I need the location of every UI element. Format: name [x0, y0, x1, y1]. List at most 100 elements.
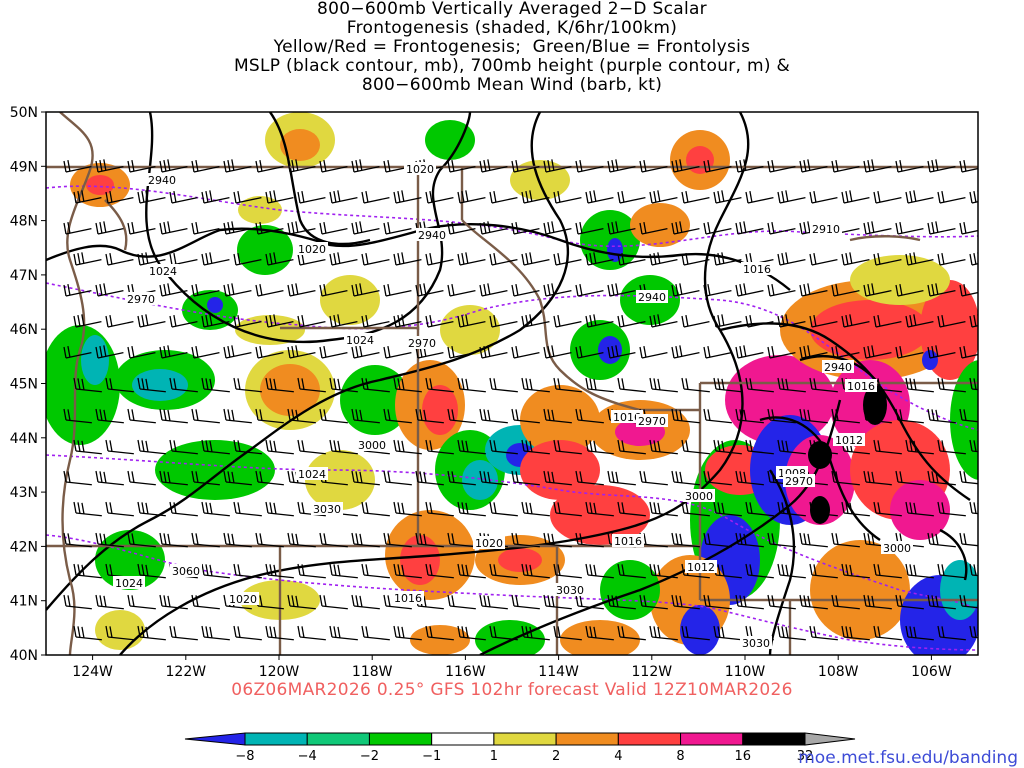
wind-barb	[511, 532, 540, 548]
wind-barb	[553, 191, 582, 204]
wind-barb	[521, 190, 550, 204]
colorbar-segment	[680, 732, 744, 746]
height-label: 2970	[408, 337, 436, 350]
wind-barb	[201, 501, 230, 517]
wind-barb	[415, 408, 444, 424]
mslp-label: 1024	[149, 265, 177, 278]
wind-barb	[425, 377, 454, 393]
wind-barb	[457, 252, 486, 266]
wind-barb	[159, 159, 188, 173]
wind-barb	[383, 532, 412, 548]
wind-barb	[927, 470, 956, 486]
wind-barb	[617, 439, 646, 455]
wind-barb	[489, 315, 518, 328]
wind-barb	[639, 594, 668, 610]
wind-barb	[383, 408, 412, 424]
colorbar-label: 1	[490, 749, 498, 764]
wind-barb	[137, 625, 166, 641]
wind-barb	[63, 222, 92, 235]
wind-barb	[521, 314, 550, 328]
wind-barb	[383, 222, 412, 235]
wind-barb	[521, 252, 550, 266]
wind-barb	[457, 190, 486, 204]
colorbar-label: −2	[360, 749, 379, 764]
wind-barb	[777, 563, 806, 579]
wind-barb	[447, 346, 476, 359]
wind-barb	[543, 594, 572, 610]
mslp-label: 1020	[229, 593, 257, 606]
wind-barb	[799, 408, 828, 424]
wind-barb	[543, 221, 572, 235]
wind-barb	[649, 439, 678, 455]
wind-barb	[159, 470, 188, 486]
wind-barb	[383, 284, 412, 297]
wind-barb	[703, 346, 732, 359]
title-line-4: MSLP (black contour, mb), 700mb height (…	[233, 56, 791, 76]
height-label: 2940	[824, 361, 852, 374]
wind-barb	[809, 563, 838, 579]
wind-barb	[191, 222, 220, 235]
wind-barb	[607, 345, 636, 359]
lat-label: 44N	[10, 431, 38, 447]
wind-barb	[489, 625, 518, 641]
wind-barb	[287, 159, 316, 173]
wind-barb	[137, 314, 166, 328]
wind-barb	[351, 470, 380, 486]
mslp-label: 1012	[835, 434, 863, 447]
wind-barb	[201, 314, 230, 328]
wind-barb	[265, 252, 294, 266]
wind-barb	[521, 563, 550, 579]
wind-barb	[969, 625, 978, 639]
wind-barb	[617, 563, 646, 579]
wind-barb	[959, 160, 978, 173]
wind-barb	[617, 625, 646, 641]
wind-barb	[511, 222, 540, 235]
height-label: 2940	[638, 291, 666, 304]
wind-barb	[575, 532, 604, 548]
lat-label: 47N	[10, 268, 38, 284]
wind-barb	[969, 439, 978, 453]
wind-barb	[809, 315, 838, 328]
wind-barb	[287, 345, 316, 359]
wind-barb	[351, 221, 380, 235]
wind-barb	[681, 191, 710, 204]
height-label: 3000	[685, 490, 713, 503]
wind-barb	[127, 222, 156, 235]
wind-barb	[63, 594, 92, 610]
wind-barb	[512, 657, 540, 671]
wind-barb	[745, 191, 774, 204]
height-label: 2970	[638, 415, 666, 428]
wind-barb	[105, 315, 134, 328]
wind-barb	[361, 191, 390, 204]
wind-barb	[233, 439, 262, 455]
wind-barb	[767, 346, 796, 359]
wind-barb	[319, 594, 348, 610]
wind-barb	[95, 283, 124, 297]
wind-barb	[329, 439, 358, 455]
wind-barb	[223, 470, 252, 486]
wind-barb	[255, 470, 284, 486]
lat-label: 46N	[10, 322, 38, 338]
wind-barb	[159, 345, 188, 359]
wind-barb	[607, 221, 636, 235]
wind-barb	[415, 470, 444, 486]
colorbar-segment	[617, 732, 682, 746]
wind-barb	[863, 594, 892, 610]
wind-barb	[265, 625, 294, 641]
wind-barb	[319, 160, 348, 173]
wind-barb	[287, 221, 316, 235]
wind-barb	[393, 625, 422, 641]
wind-barb	[799, 159, 828, 173]
height-label: 2940	[148, 174, 176, 187]
wind-barb	[447, 408, 476, 424]
wind-barb	[73, 190, 102, 204]
wind-barb	[425, 501, 454, 517]
height-label: 3000	[358, 439, 386, 452]
wind-barb	[329, 377, 358, 393]
wind-barb	[201, 439, 230, 455]
wind-barb	[937, 563, 966, 579]
wind-barb	[223, 283, 252, 297]
wind-barb	[137, 501, 166, 517]
wind-barb	[319, 222, 348, 235]
wind-barb	[425, 625, 454, 641]
